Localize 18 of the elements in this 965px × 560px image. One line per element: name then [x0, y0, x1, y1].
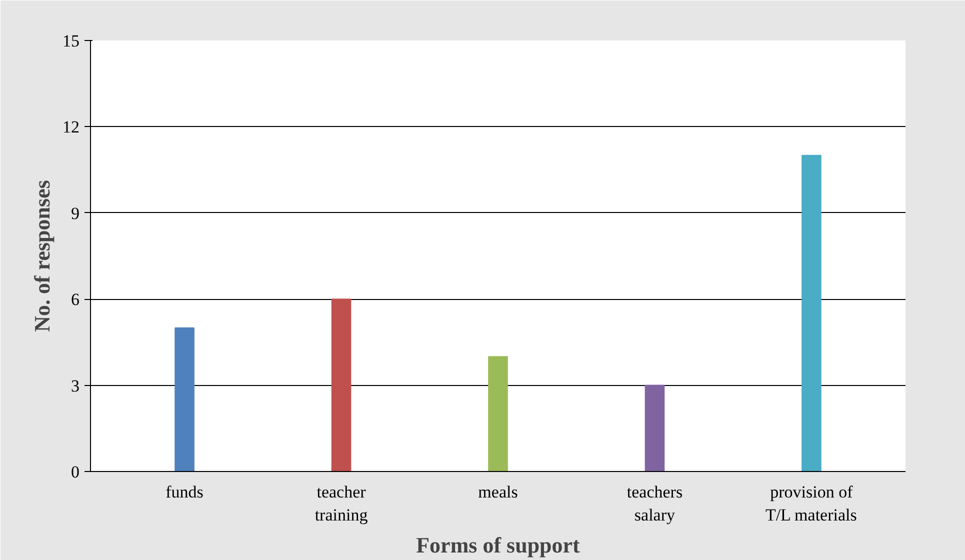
bar	[488, 356, 508, 472]
y-tick-label: 0	[71, 462, 80, 482]
bar	[802, 154, 822, 472]
x-tick-label: provision of T/L materials	[765, 482, 857, 524]
x-axis-title: Forms of support	[416, 532, 581, 558]
bar	[644, 384, 665, 472]
x-tick-label: teacher training	[314, 482, 368, 524]
y-tick-label: 9	[71, 204, 80, 223]
y-tick-label: 3	[71, 376, 80, 396]
y-tick-label: 6	[71, 290, 80, 310]
bar	[174, 327, 194, 472]
x-tick-label: meals	[478, 482, 518, 502]
y-tick-label: 15	[62, 32, 80, 50]
bar	[331, 298, 352, 472]
y-axis-title: No. of responses	[30, 180, 54, 332]
x-tick-label: teachers salary	[626, 482, 683, 524]
x-tick-label: funds	[166, 482, 204, 502]
y-tick-label: 12	[62, 118, 80, 137]
